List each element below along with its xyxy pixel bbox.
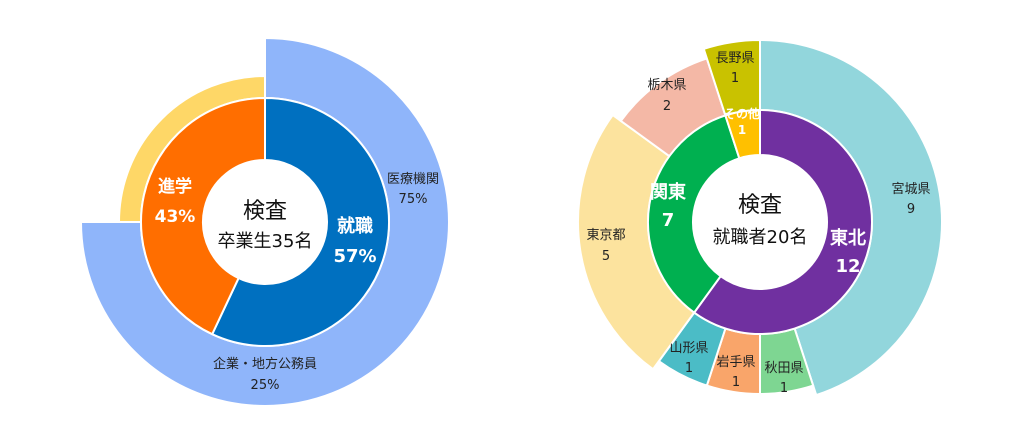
outer-segment-label: 秋田県 (764, 361, 803, 376)
outer-segment-value: 2 (663, 99, 671, 114)
graduates-center-title: 検査 (243, 199, 287, 224)
inner-segment-value: 7 (662, 210, 675, 231)
outer-segment-value: 75% (399, 192, 428, 207)
outer-segment-label: 長野県 (715, 51, 754, 66)
outer-segment-label: 山形県 (669, 341, 708, 356)
employed-labels: 東北 12 関東 7 その他 1 宮城県 9 秋田県 1 岩手県 1 山形県 1 東京都 5 栃木県 2 長野県 1 (586, 51, 930, 396)
inner-segment-value: 57% (333, 246, 376, 267)
graduates-center-subtitle: 卒業生35名 (218, 231, 313, 252)
inner-segment-value: 1 (738, 123, 746, 137)
outer-segment-label: 東京都 (586, 227, 625, 243)
inner-segment-label: その他 (724, 106, 760, 121)
inner-segment-value: 43% (155, 207, 196, 227)
outer-segment-value: 25% (251, 378, 280, 393)
outer-segment-value: 9 (907, 202, 915, 217)
inner-segment-label: 就職 (337, 215, 373, 237)
outer-segment-label: 栃木県 (647, 78, 686, 93)
graduates-labels: 就職 57% 進学 43% 医療機関 75% 企業・地方公務員 25% (155, 172, 439, 393)
inner-segment-label: 東北 (830, 227, 866, 249)
outer-segment-value: 1 (731, 71, 739, 86)
outer-segment-label: 宮城県 (891, 181, 930, 197)
employed-outer-ring (577, 38, 943, 397)
employed-center-hole (693, 155, 827, 289)
outer-segment-label: 企業・地方公務員 (213, 356, 317, 372)
outer-segment-value: 1 (780, 381, 788, 396)
outer-segment-value: 5 (602, 249, 610, 264)
graduates-sunburst-chart: 検査 卒業生35名 就職 57% 進学 43% 医療機関 75% 企業・地方公務員 25% (79, 36, 450, 407)
inner-segment-label: 関東 (650, 181, 686, 203)
employed-center-title: 検査 (738, 193, 782, 218)
inner-segment-label: 進学 (158, 176, 192, 197)
graduates-center-hole (203, 160, 327, 284)
employed-center-subtitle: 就職者20名 (713, 227, 808, 248)
inner-segment-value: 12 (835, 256, 860, 277)
outer-segment-label: 岩手県 (716, 355, 755, 370)
outer-segment-label: 医療機関 (387, 172, 439, 187)
employed-sunburst-chart: 検査 就職者20名 東北12関東7その他1宮城県9秋田県1岩手県1山形県1東京都… (577, 38, 943, 397)
outer-segment-value: 1 (685, 361, 693, 376)
outer-segment-value: 1 (732, 375, 740, 390)
